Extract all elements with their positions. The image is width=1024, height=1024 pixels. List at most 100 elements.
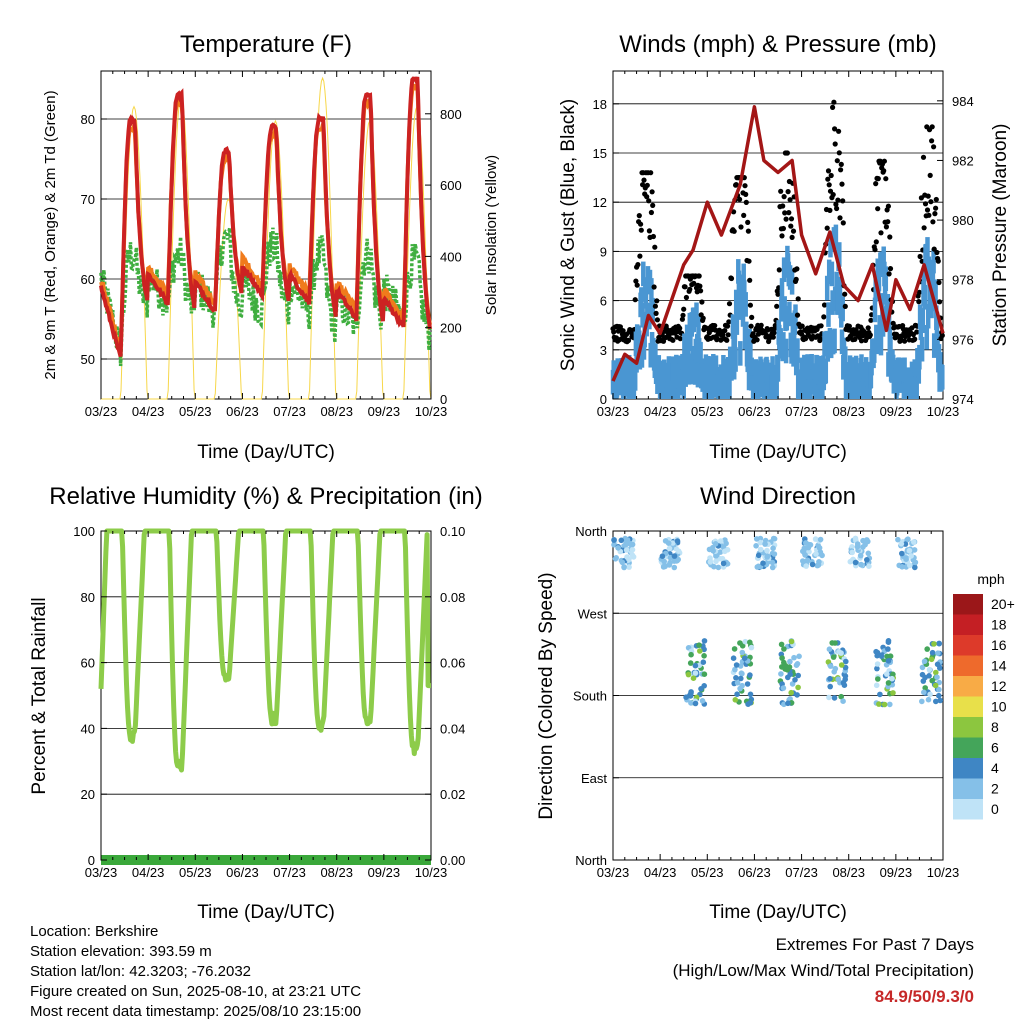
direction-point [696, 642, 702, 648]
gust-point [712, 323, 718, 329]
gust-point [637, 253, 643, 259]
colorbar-label: 0 [991, 801, 999, 817]
direction-point [835, 676, 841, 682]
direction-point [671, 553, 678, 559]
direction-point [700, 659, 707, 665]
direction-point [670, 540, 676, 546]
y-tick-label: East [581, 771, 607, 786]
direction-point [762, 541, 768, 547]
direction-point [922, 685, 928, 691]
y-tick-label: 15 [593, 146, 607, 161]
direction-point [707, 559, 714, 565]
gust-point [852, 336, 858, 342]
x-tick-label: 07/23 [785, 404, 818, 419]
gust-point [858, 338, 865, 344]
direction-point [905, 536, 911, 542]
gust-point [636, 213, 642, 219]
gust-point [920, 154, 927, 160]
y-tick-label: South [573, 689, 607, 704]
y-tick-label: 0.02 [440, 787, 465, 802]
gust-point [890, 320, 896, 326]
direction-point [795, 684, 801, 691]
wind-direction-chart: Wind Direction North West South East North 0… [536, 483, 1015, 923]
colorbar-label: 4 [991, 760, 999, 776]
direction-point [926, 666, 933, 673]
direction-point [919, 664, 926, 671]
extremes-subtitle: (High/Low/Max Wind/Total Precipitation) [672, 961, 974, 980]
gust-point [724, 337, 730, 343]
gust-point [745, 219, 751, 225]
gust-point [778, 188, 784, 194]
gust-point [865, 325, 871, 331]
gust-point [902, 338, 908, 344]
direction-point [800, 558, 806, 564]
gust-point [620, 328, 626, 334]
gust-point [921, 225, 927, 231]
gust-point [649, 189, 655, 195]
direction-point [683, 694, 689, 700]
gust-point [924, 207, 931, 213]
gust-point [817, 336, 823, 342]
gust-point [916, 289, 922, 295]
direction-point [747, 672, 753, 678]
gust-point [776, 267, 782, 273]
direction-point [784, 667, 791, 673]
direction-point [692, 700, 699, 707]
y-tick-label: 12 [593, 195, 607, 210]
gust-point [846, 323, 852, 329]
direction-point [878, 653, 885, 659]
y-tick-label: 6 [600, 294, 607, 309]
direction-point [885, 680, 892, 686]
direction-point [747, 700, 754, 706]
gust-point [914, 329, 920, 335]
gust-point [780, 225, 786, 232]
direction-point [629, 546, 636, 553]
y-tick-label: 70 [81, 192, 95, 207]
direction-point [744, 681, 751, 687]
gust-point [834, 205, 840, 212]
gust-point [743, 199, 749, 205]
direction-point [847, 558, 854, 565]
direction-point [619, 559, 626, 566]
direction-point [830, 654, 837, 660]
y-tick-label: 0 [440, 392, 447, 407]
gust-point [786, 210, 792, 216]
colorbar-label: 18 [991, 617, 1007, 633]
gust-point [839, 181, 845, 187]
y-tick-label: 20 [81, 787, 95, 802]
extremes-title: Extremes For Past 7 Days [775, 935, 974, 954]
gust-point [933, 196, 939, 203]
y-tick-label: 9 [600, 244, 607, 259]
gust-point [881, 158, 887, 164]
gust-point [650, 202, 656, 208]
gust-point [929, 124, 935, 130]
gust-point [873, 181, 879, 187]
direction-point [812, 536, 819, 542]
direction-point [803, 540, 809, 546]
series-pressure [611, 105, 945, 382]
direction-point [623, 547, 630, 553]
direction-point [754, 564, 761, 570]
direction-point [877, 691, 883, 698]
direction-point [831, 695, 838, 701]
direction-point [733, 662, 740, 668]
winds-y-axis-label: Sonic Wind & Gust (Blue, Black) [558, 99, 579, 371]
direction-point [624, 554, 630, 560]
gust-point [833, 201, 839, 207]
direction-point [753, 543, 759, 549]
gust-point [928, 199, 934, 205]
y-tick-label: North [575, 853, 607, 868]
gust-point [648, 209, 654, 216]
direction-point [675, 548, 682, 554]
direction-point [911, 547, 918, 553]
gust-point [737, 196, 743, 202]
y-tick-label: 3 [600, 343, 607, 358]
direction-point [832, 665, 839, 672]
y-tick-label: 40 [81, 721, 95, 736]
gust-point [873, 239, 879, 245]
direction-point [935, 650, 941, 656]
direction-point [906, 547, 913, 554]
direction-point [787, 671, 793, 678]
direction-point [921, 689, 927, 696]
direction-point [692, 662, 699, 669]
